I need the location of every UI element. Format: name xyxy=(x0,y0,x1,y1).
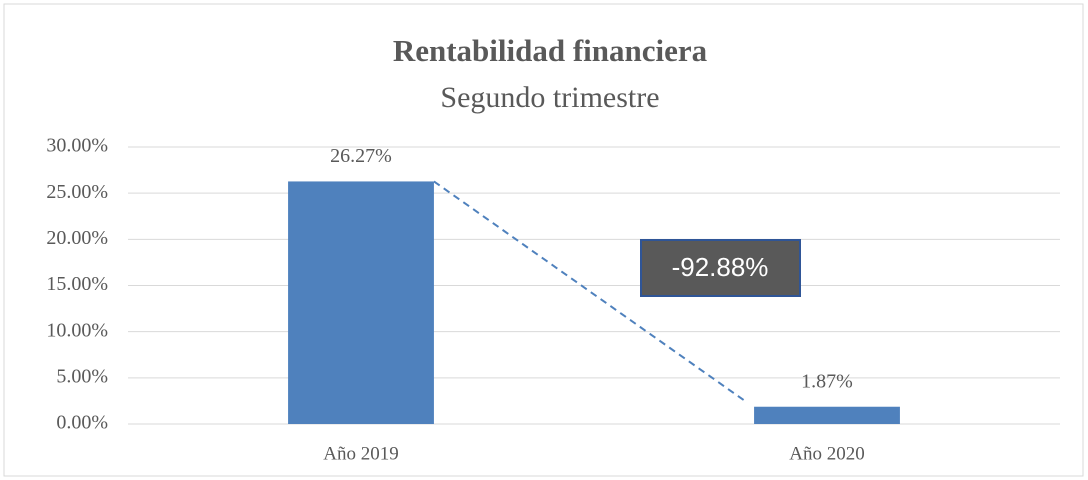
annotation: -92.88% xyxy=(672,252,769,282)
x-tick-label: Año 2020 xyxy=(789,443,864,464)
x-tick-label: Año 2019 xyxy=(323,443,398,464)
y-tick-label: 25.00% xyxy=(46,181,108,203)
bar xyxy=(754,406,900,424)
trend-line xyxy=(433,180,747,403)
annotation-box xyxy=(640,239,801,297)
chart-title: Rentabilidad financiera xyxy=(393,33,708,68)
y-tick-label: 0.00% xyxy=(56,412,108,434)
y-tick-label: 5.00% xyxy=(56,365,108,387)
data-label: 26.27% xyxy=(330,145,392,167)
chart-border xyxy=(3,3,1084,477)
data-label: 1.87% xyxy=(801,370,853,392)
y-tick-label: 30.00% xyxy=(46,135,108,157)
y-tick-label: 10.00% xyxy=(46,319,108,341)
y-tick-label: 20.00% xyxy=(46,227,108,249)
bar xyxy=(288,181,434,424)
y-tick-label: 15.00% xyxy=(46,273,108,295)
chart-subtitle: Segundo trimestre xyxy=(440,81,659,114)
